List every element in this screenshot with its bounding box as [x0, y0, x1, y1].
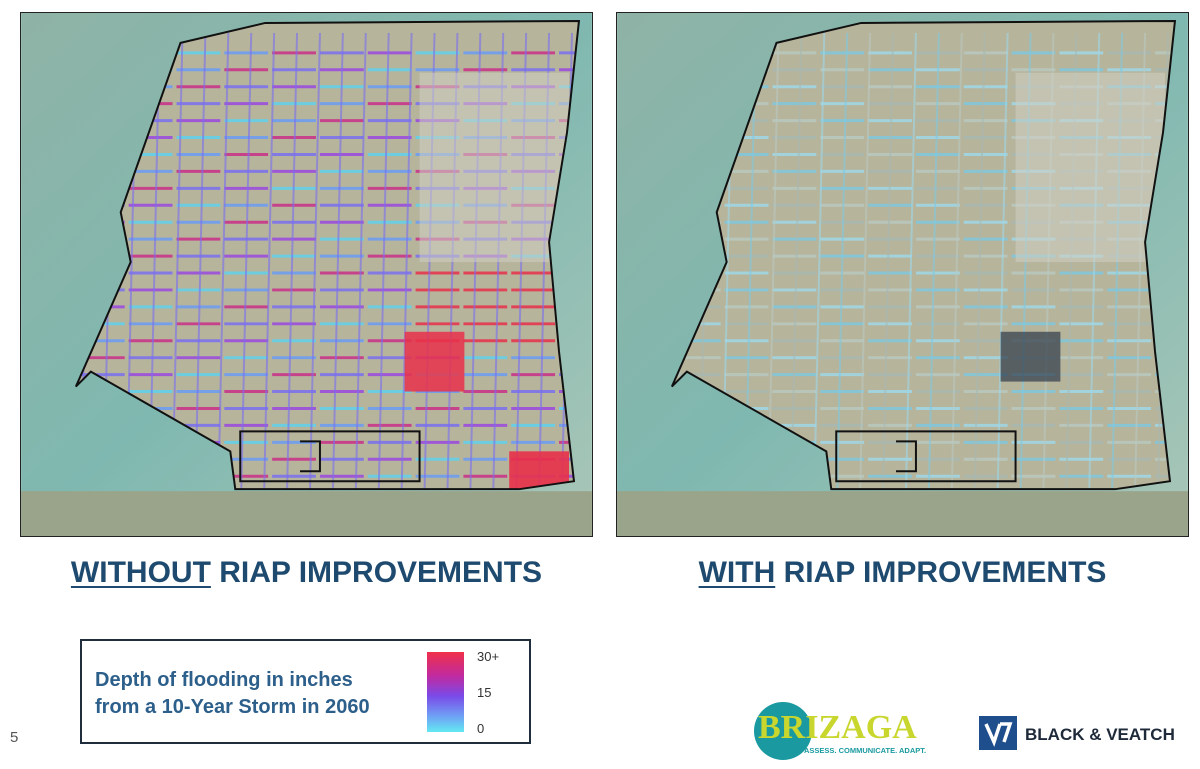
caption-emphasis: WITH — [698, 556, 776, 589]
flood-area — [404, 331, 465, 392]
shore — [617, 491, 1188, 536]
buildings — [419, 72, 569, 263]
legend-title-line: Depth of flooding in inches — [95, 669, 353, 691]
street — [194, 32, 207, 490]
pond — [1000, 331, 1061, 382]
logo-glyph — [984, 722, 1013, 747]
boundary — [74, 19, 581, 491]
boundary — [239, 430, 421, 483]
street — [286, 32, 299, 490]
street — [217, 32, 230, 490]
street — [996, 32, 1009, 490]
street — [882, 32, 895, 490]
flood-map-without — [20, 12, 593, 537]
street — [836, 32, 849, 490]
logo-circle — [754, 702, 812, 760]
street — [331, 32, 344, 490]
street — [377, 32, 390, 490]
map-caption: WITH RIAP IMPROVEMENTS — [616, 556, 1189, 590]
street — [400, 32, 413, 490]
caption-emphasis: WITHOUT — [70, 556, 211, 589]
legend: Depth of flooding in inches from a 10-Ye… — [80, 639, 531, 744]
buildings — [1015, 72, 1165, 263]
shore — [21, 491, 592, 536]
street — [308, 32, 321, 490]
street — [240, 32, 253, 490]
legend-title-line: from a 10-Year Storm in 2060 — [95, 696, 370, 718]
logo-name: BRIZAGA — [758, 709, 917, 746]
street — [859, 32, 872, 490]
caption-rest: RIAP IMPROVEMENTS — [219, 556, 543, 589]
brizaga-logo: BRIZAGA ASSESS. COMMUNICATE. ADAPT. — [754, 702, 926, 760]
color-scale — [427, 652, 464, 732]
caption-rest: RIAP IMPROVEMENTS — [783, 556, 1107, 589]
slide-number: 5 — [10, 729, 19, 746]
streets — [675, 32, 1175, 490]
boundary — [835, 430, 1017, 483]
street — [950, 32, 963, 490]
street — [354, 32, 367, 490]
street — [767, 32, 780, 490]
flood-map-with — [616, 12, 1189, 537]
street — [813, 32, 826, 490]
scale-label: 0 — [477, 721, 485, 736]
black-veatch-logo: BLACK & VEATCH — [979, 716, 1175, 750]
street — [263, 32, 276, 490]
scale-label: 15 — [477, 685, 492, 700]
boundary — [670, 19, 1177, 491]
logo-name: BLACK & VEATCH — [1025, 725, 1175, 744]
street — [790, 32, 803, 490]
street — [927, 32, 940, 490]
scale-label: 30+ — [477, 649, 500, 664]
street — [904, 32, 917, 490]
map-caption: WITHOUT RIAP IMPROVEMENTS — [20, 556, 593, 590]
logo-tagline: ASSESS. COMMUNICATE. ADAPT. — [804, 746, 926, 755]
street — [973, 32, 986, 490]
legend-title: Depth of flooding in inches from a 10-Ye… — [95, 667, 370, 721]
street — [171, 32, 184, 490]
